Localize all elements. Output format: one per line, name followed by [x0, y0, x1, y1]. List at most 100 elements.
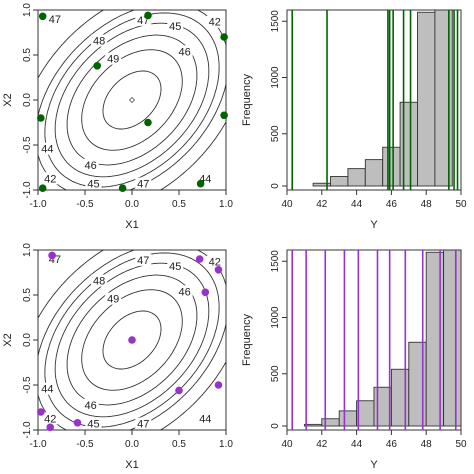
contour-line-49 [102, 310, 162, 370]
contour-label: 47 [137, 419, 149, 431]
y-tick-label: 1.0 [22, 3, 33, 17]
contour-label: 49 [107, 294, 119, 306]
x-tick-label: 42 [316, 439, 328, 450]
y-tick-label: 500 [270, 125, 281, 142]
histogram-bar [443, 249, 462, 427]
x-axis-label: Y [370, 459, 378, 471]
contour-line-48 [81, 49, 183, 151]
contour-label: 47 [137, 255, 149, 267]
design-point [220, 111, 228, 120]
y-tick-label: -0.5 [22, 136, 33, 154]
design-point [214, 266, 223, 274]
contour-label: 49 [107, 54, 119, 66]
contour-label-bg [42, 172, 59, 185]
y-tick-label: -0.5 [22, 376, 33, 394]
design-point [175, 386, 183, 395]
contour-label-bg [39, 382, 56, 395]
x-tick-label: 50 [455, 439, 467, 450]
y-tick-label: 0 [270, 423, 281, 429]
histogram-bar [303, 423, 323, 427]
design-point [220, 33, 228, 41]
y-tick-label: -1.0 [22, 181, 33, 199]
contour-line-42 [38, 10, 226, 190]
contour-label: 46 [85, 160, 97, 172]
contour-label-bg [85, 417, 102, 430]
contour-label-bg [105, 52, 122, 65]
contour-label: 48 [93, 36, 105, 48]
y-axis-label: X2 [2, 333, 14, 346]
contour-label-bg [167, 260, 184, 273]
contour-label-bg [91, 34, 108, 47]
design-point [93, 62, 102, 70]
contour-label: 45 [169, 261, 181, 273]
x-tick-label: -1.0 [29, 439, 47, 450]
contour-label-bg [206, 255, 223, 268]
x-axis-label: X1 [125, 459, 138, 471]
x-tick-label: 44 [351, 199, 363, 210]
design-point [144, 118, 152, 127]
y-tick-label: 500 [270, 365, 281, 382]
contour-label-bg [82, 158, 99, 171]
contour-label-bg [82, 398, 99, 411]
x-tick-label: 48 [421, 439, 433, 450]
design-point [128, 336, 136, 344]
x-tick-label: 40 [281, 199, 293, 210]
x-tick-label: 0.5 [172, 439, 186, 450]
y-tick-label: 0.0 [22, 93, 33, 107]
x-tick-label: 0.0 [125, 199, 139, 210]
histogram-bar [399, 101, 418, 187]
x-tick-label: 0.0 [125, 439, 139, 450]
contour-lines [38, 10, 226, 190]
histogram-bar [382, 146, 401, 187]
contour-line-47 [66, 274, 198, 406]
design-point [118, 184, 127, 192]
contour-label: 45 [87, 419, 99, 431]
histogram-bar [373, 386, 392, 427]
contour-label-bg [135, 253, 152, 266]
design-point [38, 12, 47, 21]
contour-label: 44 [41, 144, 53, 156]
y-tick-label: 0.0 [22, 333, 33, 347]
y-tick-label: 0.5 [22, 288, 33, 302]
contour-label-bg [167, 20, 184, 33]
x-tick-label: 42 [316, 199, 328, 210]
contour-label-bg [105, 292, 122, 305]
y-axis-label: Frequency [241, 74, 253, 126]
contour-label: 42 [44, 173, 56, 185]
design-point [38, 184, 47, 192]
histogram-bar [347, 168, 366, 187]
contour-label-bg [91, 274, 108, 287]
contour-label-bg [135, 417, 152, 430]
x-tick-label: 46 [386, 439, 398, 450]
histogram-bar [312, 182, 331, 187]
design-point [144, 11, 152, 20]
contour-label-bg [46, 13, 63, 25]
contour-label-bg [135, 177, 152, 190]
y-tick-label: -1.0 [22, 421, 33, 439]
y-tick-label: 0 [270, 183, 281, 189]
contour-line-47 [66, 34, 198, 166]
design-point [48, 251, 56, 260]
histogram-bar [425, 251, 445, 427]
design-point [195, 255, 204, 263]
y-tick-label: 1000 [270, 66, 281, 89]
contour-label: 46 [179, 46, 191, 58]
contour-label-bg [176, 285, 193, 298]
contour-label: 42 [209, 257, 221, 269]
contour-label: 47 [49, 14, 61, 26]
contour-label-bg [42, 412, 59, 425]
contour-line-44 [38, 10, 226, 190]
design-point [73, 419, 82, 427]
histogram-bar [321, 418, 340, 427]
y-tick-label: 1500 [270, 250, 281, 273]
x-tick-label: -0.5 [76, 439, 94, 450]
histogram-bar [364, 159, 384, 187]
contour-label: 42 [44, 413, 56, 425]
contour-label: 45 [169, 21, 181, 33]
y-tick-label: 1000 [270, 306, 281, 329]
histogram-bar [417, 11, 436, 187]
